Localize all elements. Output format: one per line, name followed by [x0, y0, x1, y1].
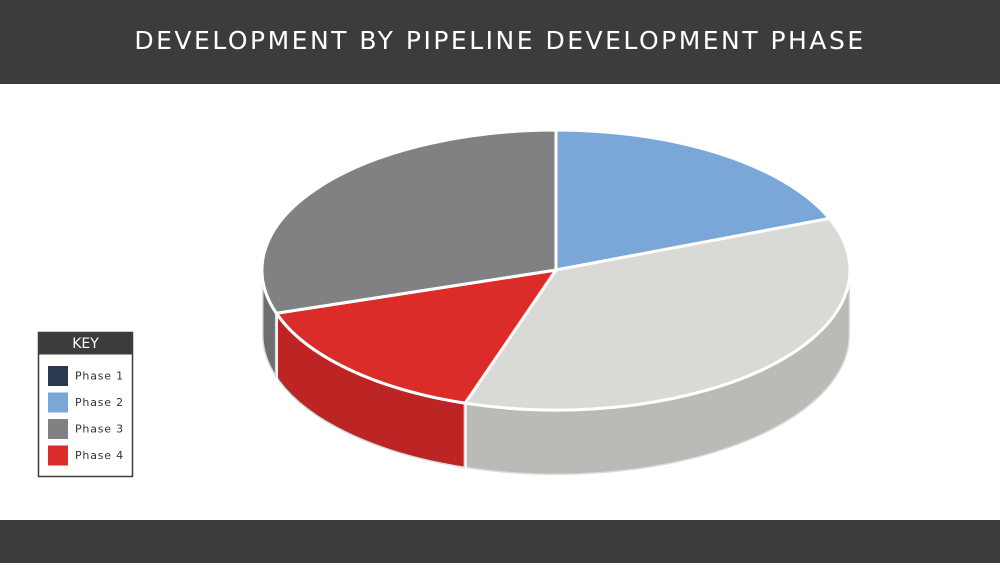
footer-bar: [0, 520, 1000, 563]
legend-title: KEY: [72, 336, 99, 352]
slice-side-shade: [262, 270, 277, 379]
slice-side-shade: [276, 313, 466, 469]
legend-swatch: [48, 419, 68, 439]
slice-side-shade: [465, 270, 850, 475]
legend-label: Phase 3: [75, 423, 124, 436]
legend: Phase 1 Phase 2 Phase 3 Phase 4: [48, 366, 124, 466]
legend-header: [38, 332, 133, 355]
legend-swatch: [48, 366, 68, 386]
slice: [463, 216, 852, 412]
header-bar: [0, 0, 1000, 84]
slice: [554, 128, 831, 272]
legend-label: Phase 1: [75, 370, 124, 383]
legend-label: Phase 4: [75, 449, 124, 462]
legend-swatch: [48, 445, 68, 466]
slice: [260, 128, 558, 315]
pie: [260, 128, 852, 477]
legend-label: Phase 2: [75, 396, 124, 409]
legend-swatch: [48, 392, 68, 413]
chart-title: DEVELOPMENT BY PIPELINE DEVELOPMENT PHAS…: [134, 26, 865, 55]
